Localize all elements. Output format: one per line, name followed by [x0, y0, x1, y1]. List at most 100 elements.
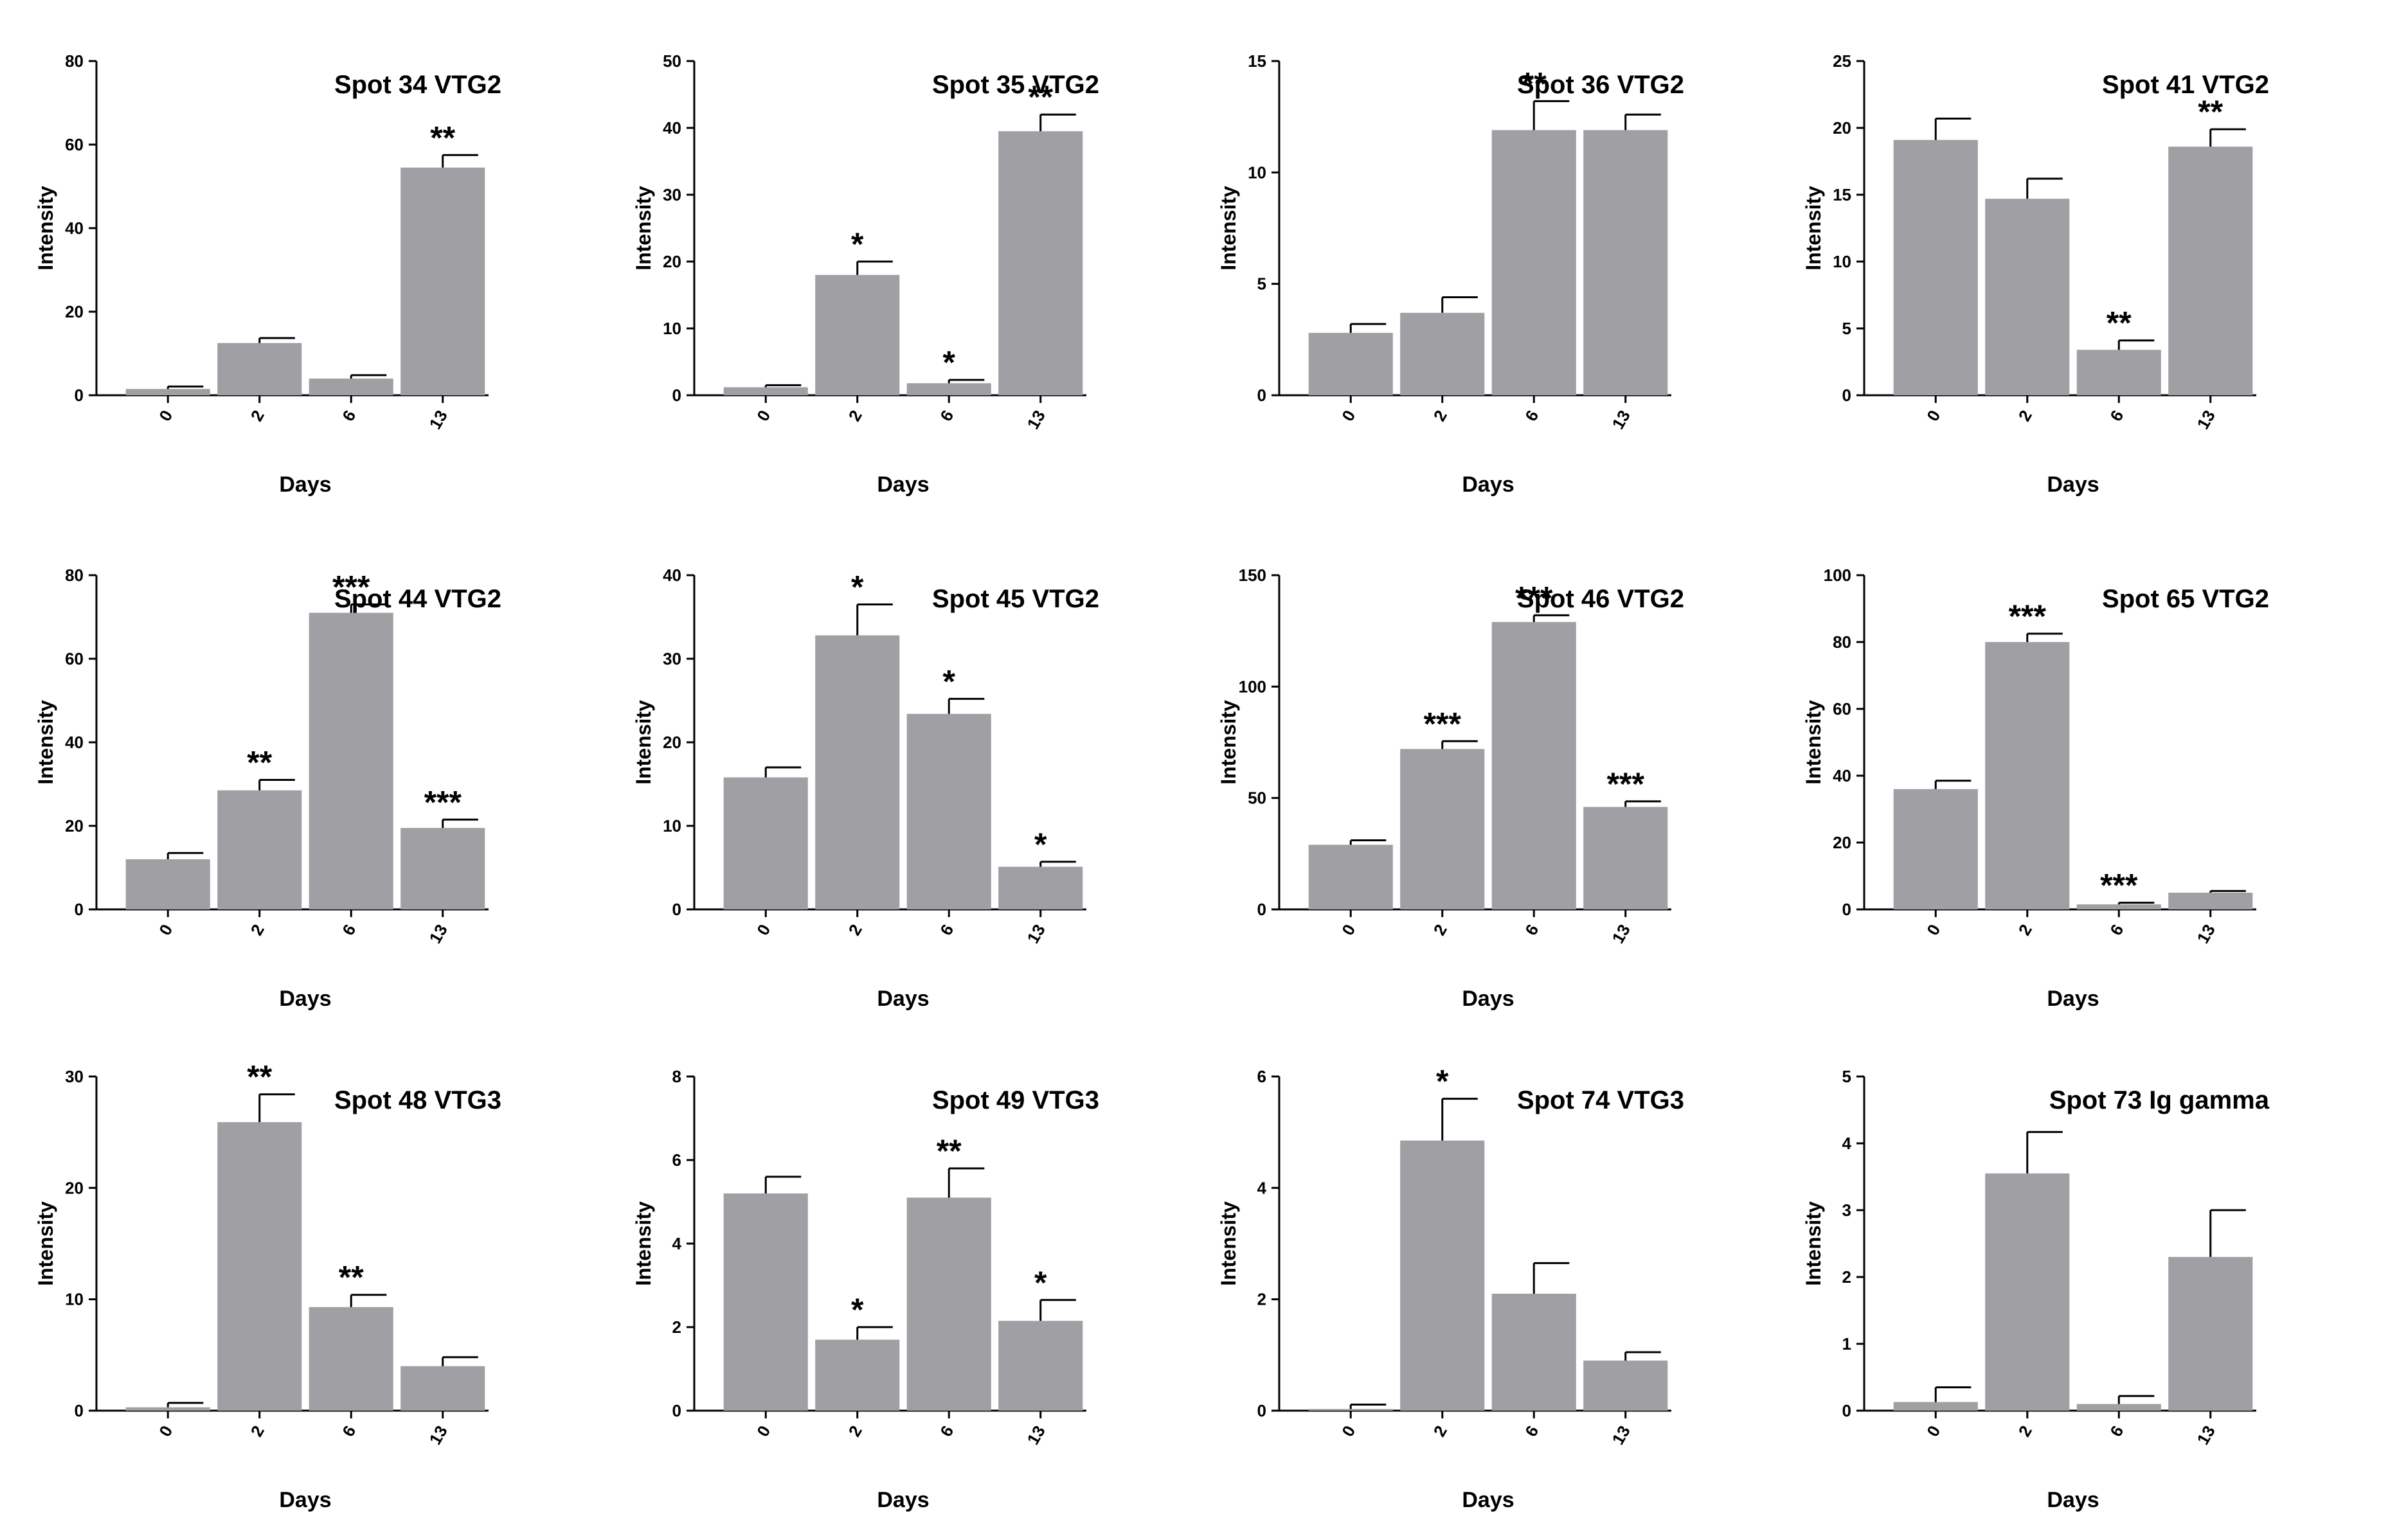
bar — [2168, 147, 2253, 395]
y-tick-label: 100 — [1239, 677, 1266, 696]
x-axis-label: Days — [279, 472, 331, 497]
y-tick-label: 30 — [663, 185, 681, 204]
significance-marker: ** — [1028, 79, 1053, 115]
chart-title: Spot 73 Ig gamma — [2049, 1086, 2270, 1114]
chart-panel-10: Spot 49 VTG3 0 2 4 6 8 Intensity 0 2 * 6 ** 13 * Days — [598, 1048, 1196, 1536]
y-tick-label: 3 — [1842, 1201, 1851, 1220]
bar — [2168, 1256, 2253, 1411]
bar — [1583, 807, 1668, 909]
significance-marker: ** — [937, 1133, 962, 1169]
y-tick-label: 4 — [1257, 1178, 1267, 1197]
x-tick-label: 6 — [1521, 921, 1542, 939]
bar-chart: Spot 73 Ig gamma 0 1 2 3 4 5 Intensity 0 2 6 13 Days — [1802, 1067, 2270, 1512]
y-tick-label: 5 — [1842, 1067, 1851, 1086]
y-tick-label: 80 — [65, 51, 84, 71]
x-tick-label: 2 — [247, 407, 268, 425]
x-tick-label: 13 — [2193, 407, 2219, 433]
x-tick-label: 13 — [1608, 921, 1634, 947]
y-axis-label: Intensity — [632, 1201, 655, 1286]
y-tick-label: 20 — [1833, 833, 1851, 852]
y-tick-label: 40 — [65, 219, 84, 238]
x-tick-label: 0 — [753, 407, 774, 425]
y-tick-label: 4 — [672, 1234, 682, 1253]
bar — [125, 1407, 210, 1411]
significance-marker: *** — [2100, 868, 2138, 904]
chart-title: Spot 45 VTG2 — [932, 585, 1099, 613]
y-tick-label: 0 — [75, 900, 84, 919]
chart-title: Spot 36 VTG2 — [1517, 71, 1684, 99]
x-axis-label: Days — [1462, 472, 1514, 497]
bar — [125, 859, 210, 909]
y-tick-label: 50 — [663, 51, 681, 71]
x-axis-label: Days — [279, 987, 331, 1011]
bar — [815, 274, 900, 395]
bar-chart: Spot 49 VTG3 0 2 4 6 8 Intensity 0 2 * 6 ** 13 * Days — [632, 1067, 1099, 1512]
y-tick-label: 30 — [663, 649, 681, 668]
x-tick-label: 0 — [155, 1422, 176, 1440]
bar — [309, 379, 393, 395]
chart-panel-7: Spot 46 VTG2 0 50 100 150 Intensity 0 2 *** 6 *** 1… — [1183, 546, 1781, 1035]
x-tick-label: 13 — [1023, 1422, 1049, 1448]
x-tick-label: 13 — [1608, 407, 1634, 433]
y-tick-label: 100 — [1824, 566, 1851, 585]
y-tick-label: 40 — [663, 118, 681, 138]
chart-title: Spot 46 VTG2 — [1517, 585, 1684, 613]
bar-chart: Spot 65 VTG2 0 20 40 60 80 100 Intensity 0 2 *** 6 *… — [1802, 566, 2269, 1011]
y-axis-label: Intensity — [632, 186, 655, 271]
bar-chart: Spot 46 VTG2 0 50 100 150 Intensity 0 2 *** 6 *** 1… — [1217, 566, 1684, 1011]
bar — [723, 387, 808, 395]
y-tick-label: 40 — [663, 566, 681, 585]
y-tick-label: 4 — [1842, 1134, 1852, 1153]
y-axis-label: Intensity — [1217, 700, 1240, 785]
bar — [1985, 199, 2070, 395]
bar-chart: Spot 41 VTG2 0 5 10 15 20 25 Intensity 0 2 6 ** 13 **… — [1802, 51, 2269, 497]
x-tick-label: 6 — [338, 921, 359, 939]
significance-marker: * — [851, 569, 864, 605]
bar — [906, 713, 991, 909]
bar — [217, 1122, 302, 1411]
chart-title: Spot 49 VTG3 — [932, 1086, 1099, 1114]
y-tick-label: 20 — [663, 733, 681, 752]
bar — [125, 389, 210, 395]
bar — [1985, 1173, 2070, 1411]
bar — [400, 1366, 485, 1411]
significance-marker: *** — [1607, 766, 1645, 802]
bar — [217, 790, 302, 909]
x-tick-label: 6 — [2106, 407, 2127, 425]
x-tick-label: 6 — [1521, 407, 1542, 425]
bar — [1893, 789, 1978, 909]
significance-marker: * — [943, 344, 956, 380]
y-tick-label: 0 — [1842, 1401, 1851, 1420]
y-tick-label: 6 — [672, 1150, 681, 1170]
chart-panel-6: Spot 45 VTG2 0 10 20 30 40 Intensity 0 2 * 6 * 13 * Da… — [598, 546, 1196, 1035]
x-axis-label: Days — [279, 1488, 331, 1512]
x-tick-label: 6 — [2106, 921, 2127, 939]
bar — [1893, 1402, 1978, 1411]
x-tick-label: 2 — [2015, 1422, 2036, 1440]
significance-marker: * — [851, 1292, 864, 1328]
x-tick-label: 13 — [1023, 921, 1049, 947]
x-tick-label: 0 — [1338, 407, 1359, 425]
y-axis-label: Intensity — [1802, 700, 1825, 785]
significance-marker: *** — [424, 784, 462, 820]
x-tick-label: 2 — [1430, 407, 1451, 425]
significance-marker: ** — [1522, 66, 1547, 102]
x-axis-label: Days — [877, 987, 929, 1011]
y-tick-label: 0 — [1842, 900, 1851, 919]
bar — [906, 383, 991, 395]
x-tick-label: 0 — [1923, 1422, 1944, 1440]
x-tick-label: 2 — [2015, 407, 2036, 425]
chart-title: Spot 41 VTG2 — [2102, 71, 2269, 99]
x-tick-label: 0 — [753, 1422, 774, 1440]
bar — [400, 828, 485, 909]
x-tick-label: 0 — [155, 407, 176, 425]
y-axis-label: Intensity — [1217, 1201, 1240, 1286]
chart-title: Spot 65 VTG2 — [2102, 585, 2269, 613]
significance-marker: *** — [2009, 598, 2047, 634]
x-tick-label: 2 — [247, 921, 268, 939]
y-tick-label: 0 — [1257, 386, 1266, 405]
bar-chart: Spot 36 VTG2 0 5 10 15 Intensity 0 2 6 ** 13 Days — [1217, 51, 1684, 497]
y-tick-label: 0 — [1257, 1401, 1266, 1420]
y-tick-label: 20 — [663, 252, 681, 271]
